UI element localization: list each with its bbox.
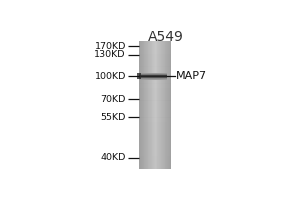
Bar — [161, 41, 163, 169]
Bar — [169, 41, 170, 169]
Bar — [141, 41, 142, 169]
Bar — [139, 122, 171, 126]
Bar — [139, 92, 171, 96]
Bar — [152, 41, 153, 169]
Bar — [166, 41, 167, 169]
Bar — [139, 143, 171, 147]
Bar — [148, 41, 149, 169]
Bar — [139, 75, 166, 76]
Bar — [139, 117, 171, 122]
Bar — [166, 41, 167, 169]
Bar — [155, 41, 156, 169]
Bar — [139, 45, 171, 49]
Text: A549: A549 — [147, 30, 183, 44]
Bar — [163, 41, 164, 169]
Bar — [158, 41, 159, 169]
Bar — [160, 41, 161, 169]
Bar — [139, 75, 171, 79]
Bar — [139, 74, 166, 75]
Bar — [139, 147, 171, 152]
Bar — [139, 77, 166, 78]
Bar — [139, 139, 171, 143]
Bar — [153, 41, 154, 169]
Bar — [139, 76, 166, 77]
Bar — [139, 75, 166, 76]
Bar — [151, 41, 152, 169]
Bar — [139, 58, 171, 62]
Bar — [170, 41, 171, 169]
Text: 70KD: 70KD — [100, 95, 126, 104]
Text: 170KD: 170KD — [94, 42, 126, 51]
Text: 55KD: 55KD — [100, 113, 126, 122]
Bar — [139, 78, 166, 79]
Bar — [165, 41, 166, 169]
Bar — [140, 41, 141, 169]
Bar — [162, 41, 163, 169]
Bar — [143, 41, 145, 169]
Bar — [139, 78, 166, 79]
Bar — [139, 83, 171, 88]
Bar — [139, 66, 171, 71]
Bar — [139, 41, 171, 45]
Bar — [139, 156, 171, 160]
Bar — [139, 152, 171, 156]
Bar — [139, 73, 166, 74]
Bar — [139, 130, 171, 135]
Bar — [149, 41, 150, 169]
Text: 130KD: 130KD — [94, 50, 126, 59]
Bar — [139, 160, 171, 164]
Bar — [164, 41, 165, 169]
Text: MAP7: MAP7 — [176, 71, 207, 81]
Bar — [167, 41, 168, 169]
Bar — [139, 49, 171, 54]
Bar — [143, 41, 144, 169]
Bar — [139, 62, 171, 67]
Bar — [145, 41, 146, 169]
Text: 40KD: 40KD — [100, 153, 126, 162]
Bar — [139, 41, 140, 169]
Bar — [157, 41, 158, 169]
Bar — [139, 113, 171, 118]
Bar — [139, 135, 171, 139]
Bar — [146, 41, 147, 169]
Bar — [156, 41, 157, 169]
Bar — [139, 96, 171, 101]
Bar — [168, 41, 169, 169]
Bar — [139, 77, 166, 78]
Text: 100KD: 100KD — [94, 72, 126, 81]
Bar — [139, 100, 171, 105]
Bar — [169, 41, 171, 169]
Bar — [139, 88, 171, 92]
Bar — [139, 79, 166, 80]
Bar — [139, 54, 171, 58]
Bar — [139, 126, 171, 130]
Bar — [147, 41, 148, 169]
Bar — [139, 164, 171, 169]
Bar — [139, 77, 166, 78]
Bar — [160, 41, 162, 169]
Bar — [139, 105, 171, 109]
Bar — [139, 74, 166, 75]
Bar — [139, 76, 166, 77]
Bar — [139, 71, 171, 75]
Bar — [150, 41, 151, 169]
Bar — [139, 109, 171, 113]
Bar — [139, 73, 166, 74]
Bar — [144, 41, 145, 169]
Bar — [154, 41, 155, 169]
Bar — [142, 41, 143, 169]
Bar — [137, 73, 141, 79]
Bar — [139, 79, 171, 84]
Bar — [159, 41, 160, 169]
Bar — [152, 41, 154, 169]
Bar — [139, 73, 166, 74]
